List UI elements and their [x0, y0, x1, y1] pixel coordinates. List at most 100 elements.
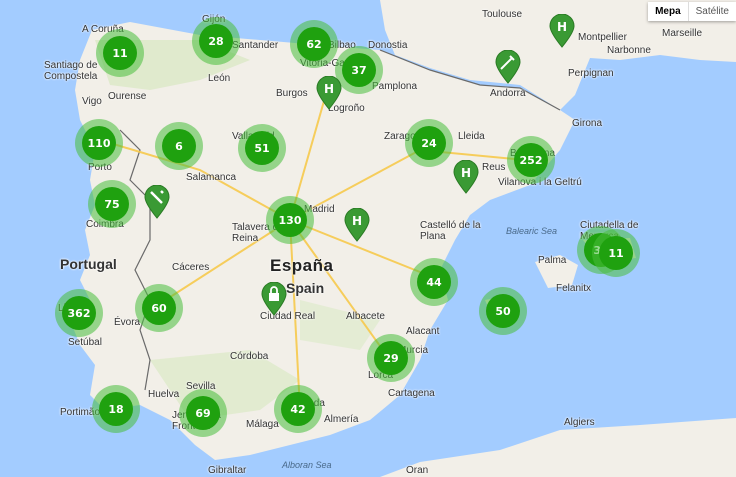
- cluster-count: 60: [142, 291, 176, 325]
- place-label: Talavera de la Reina: [232, 222, 295, 244]
- place-label: Gibraltar: [208, 465, 247, 476]
- map-type-map-button[interactable]: Mepa: [648, 2, 689, 21]
- place-label: Palma: [538, 255, 567, 266]
- svg-text:H: H: [324, 82, 334, 96]
- cluster-marker[interactable]: 362: [55, 289, 103, 337]
- place-label: Lleida: [458, 131, 485, 142]
- place-label: Cáceres: [172, 262, 210, 273]
- place-label: A Coruña: [82, 24, 124, 35]
- place-label: Vigo: [82, 96, 102, 107]
- country-label-espana: España: [270, 256, 334, 275]
- place-label: Vitoria-Gasteiz: [300, 58, 366, 69]
- lock-icon: [261, 281, 287, 316]
- place-label: Felanitx: [556, 283, 592, 294]
- cluster-count: 110: [82, 126, 116, 160]
- hospital-marker[interactable]: H: [549, 13, 575, 48]
- cluster-marker[interactable]: 44: [410, 258, 458, 306]
- cluster-marker[interactable]: 11: [96, 29, 144, 77]
- country-label-portugal: Portugal: [60, 256, 117, 272]
- place-label: Montpellier: [578, 32, 627, 43]
- svg-text:H: H: [352, 214, 362, 228]
- cluster-marker[interactable]: 69: [179, 389, 227, 437]
- place-label: Logroño: [328, 103, 365, 114]
- place-label: Burgos: [276, 88, 308, 99]
- cluster-marker[interactable]: 75: [88, 180, 136, 228]
- map-type-satellite-button[interactable]: Satélite: [695, 6, 729, 17]
- place-label: Albacete: [346, 311, 385, 322]
- hospital-marker[interactable]: H: [453, 159, 479, 194]
- lock-marker[interactable]: [261, 281, 287, 316]
- cluster-marker[interactable]: 50: [479, 287, 527, 335]
- cluster-marker[interactable]: 60: [135, 284, 183, 332]
- place-label: Salamanca: [186, 172, 237, 183]
- cluster-count: 44: [417, 265, 451, 299]
- place-label: Santander: [232, 40, 279, 51]
- place-label: Málaga: [246, 419, 279, 430]
- cluster-count: 75: [95, 187, 129, 221]
- hospital-icon: H: [453, 159, 479, 194]
- cluster-count: 37: [342, 53, 376, 87]
- place-label: León: [208, 73, 231, 84]
- hospital-marker[interactable]: H: [344, 207, 370, 242]
- map-type-control: Mepa Satélite: [648, 2, 736, 21]
- cluster-marker[interactable]: 37: [335, 46, 383, 94]
- cluster-count: 51: [245, 131, 279, 165]
- place-label: Pamplona: [372, 81, 418, 92]
- cluster-marker[interactable]: 11: [592, 229, 640, 277]
- sea-label-alboran: Alboran Sea: [282, 460, 332, 470]
- cluster-marker[interactable]: 28: [192, 17, 240, 65]
- place-label: Marseille: [662, 28, 703, 39]
- place-label: Ourense: [108, 91, 147, 102]
- cluster-count: 252: [514, 143, 548, 177]
- tool-marker[interactable]: [144, 184, 170, 219]
- place-label: Vilanova i la Geltrú: [498, 177, 582, 188]
- cluster-marker[interactable]: 6: [155, 122, 203, 170]
- syringe-icon: [495, 49, 521, 84]
- place-label: Sevilla: [186, 381, 216, 392]
- place-label: Madrid: [304, 204, 335, 215]
- hospital-icon: H: [549, 13, 575, 48]
- cluster-count: 6: [162, 129, 196, 163]
- cluster-count: 24: [412, 126, 446, 160]
- place-label: Setúbal: [68, 337, 102, 348]
- place-label: Bilbao: [328, 40, 356, 51]
- cluster-marker[interactable]: 51: [238, 124, 286, 172]
- place-label: Toulouse: [482, 9, 523, 20]
- cluster-marker[interactable]: 42: [274, 385, 322, 433]
- place-label: Alacant: [406, 326, 440, 337]
- cluster-marker[interactable]: 18: [92, 385, 140, 433]
- place-label: Santiago de Compostela: [44, 60, 98, 82]
- cluster-marker[interactable]: 24: [405, 119, 453, 167]
- hospital-icon: H: [316, 75, 342, 110]
- sea-label-balearic: Balearic Sea: [506, 226, 558, 236]
- place-label: Algiers: [564, 417, 595, 428]
- cluster-count: 11: [103, 36, 137, 70]
- place-label: Córdoba: [230, 351, 269, 362]
- cluster-marker[interactable]: 110: [75, 119, 123, 167]
- hospital-marker[interactable]: H: [316, 75, 342, 110]
- place-label: Perpignan: [568, 68, 614, 79]
- cluster-count: 29: [374, 341, 408, 375]
- place-label: Évora: [114, 317, 141, 328]
- place-label: Donostia: [368, 40, 408, 51]
- cluster-count: 50: [486, 294, 520, 328]
- cluster-count: 42: [281, 392, 315, 426]
- cluster-count: 11: [599, 236, 633, 270]
- svg-text:H: H: [461, 166, 471, 180]
- vaccine-marker[interactable]: [495, 49, 521, 84]
- cluster-marker[interactable]: 130: [266, 196, 314, 244]
- place-label: Castelló de la Plana: [420, 220, 481, 242]
- wrench-icon: [144, 184, 170, 219]
- cluster-marker[interactable]: 62: [290, 20, 338, 68]
- place-label: Portimão: [60, 407, 101, 418]
- country-label-spain: Spain: [286, 280, 325, 296]
- cluster-count: 28: [199, 24, 233, 58]
- cluster-marker[interactable]: 29: [367, 334, 415, 382]
- cluster-marker[interactable]: 252: [507, 136, 555, 184]
- svg-text:H: H: [557, 20, 567, 34]
- place-label: Almería: [324, 414, 359, 425]
- place-label: Ciudad Real: [260, 311, 316, 322]
- place-label: Andorra: [490, 88, 526, 99]
- cluster-count: 362: [62, 296, 96, 330]
